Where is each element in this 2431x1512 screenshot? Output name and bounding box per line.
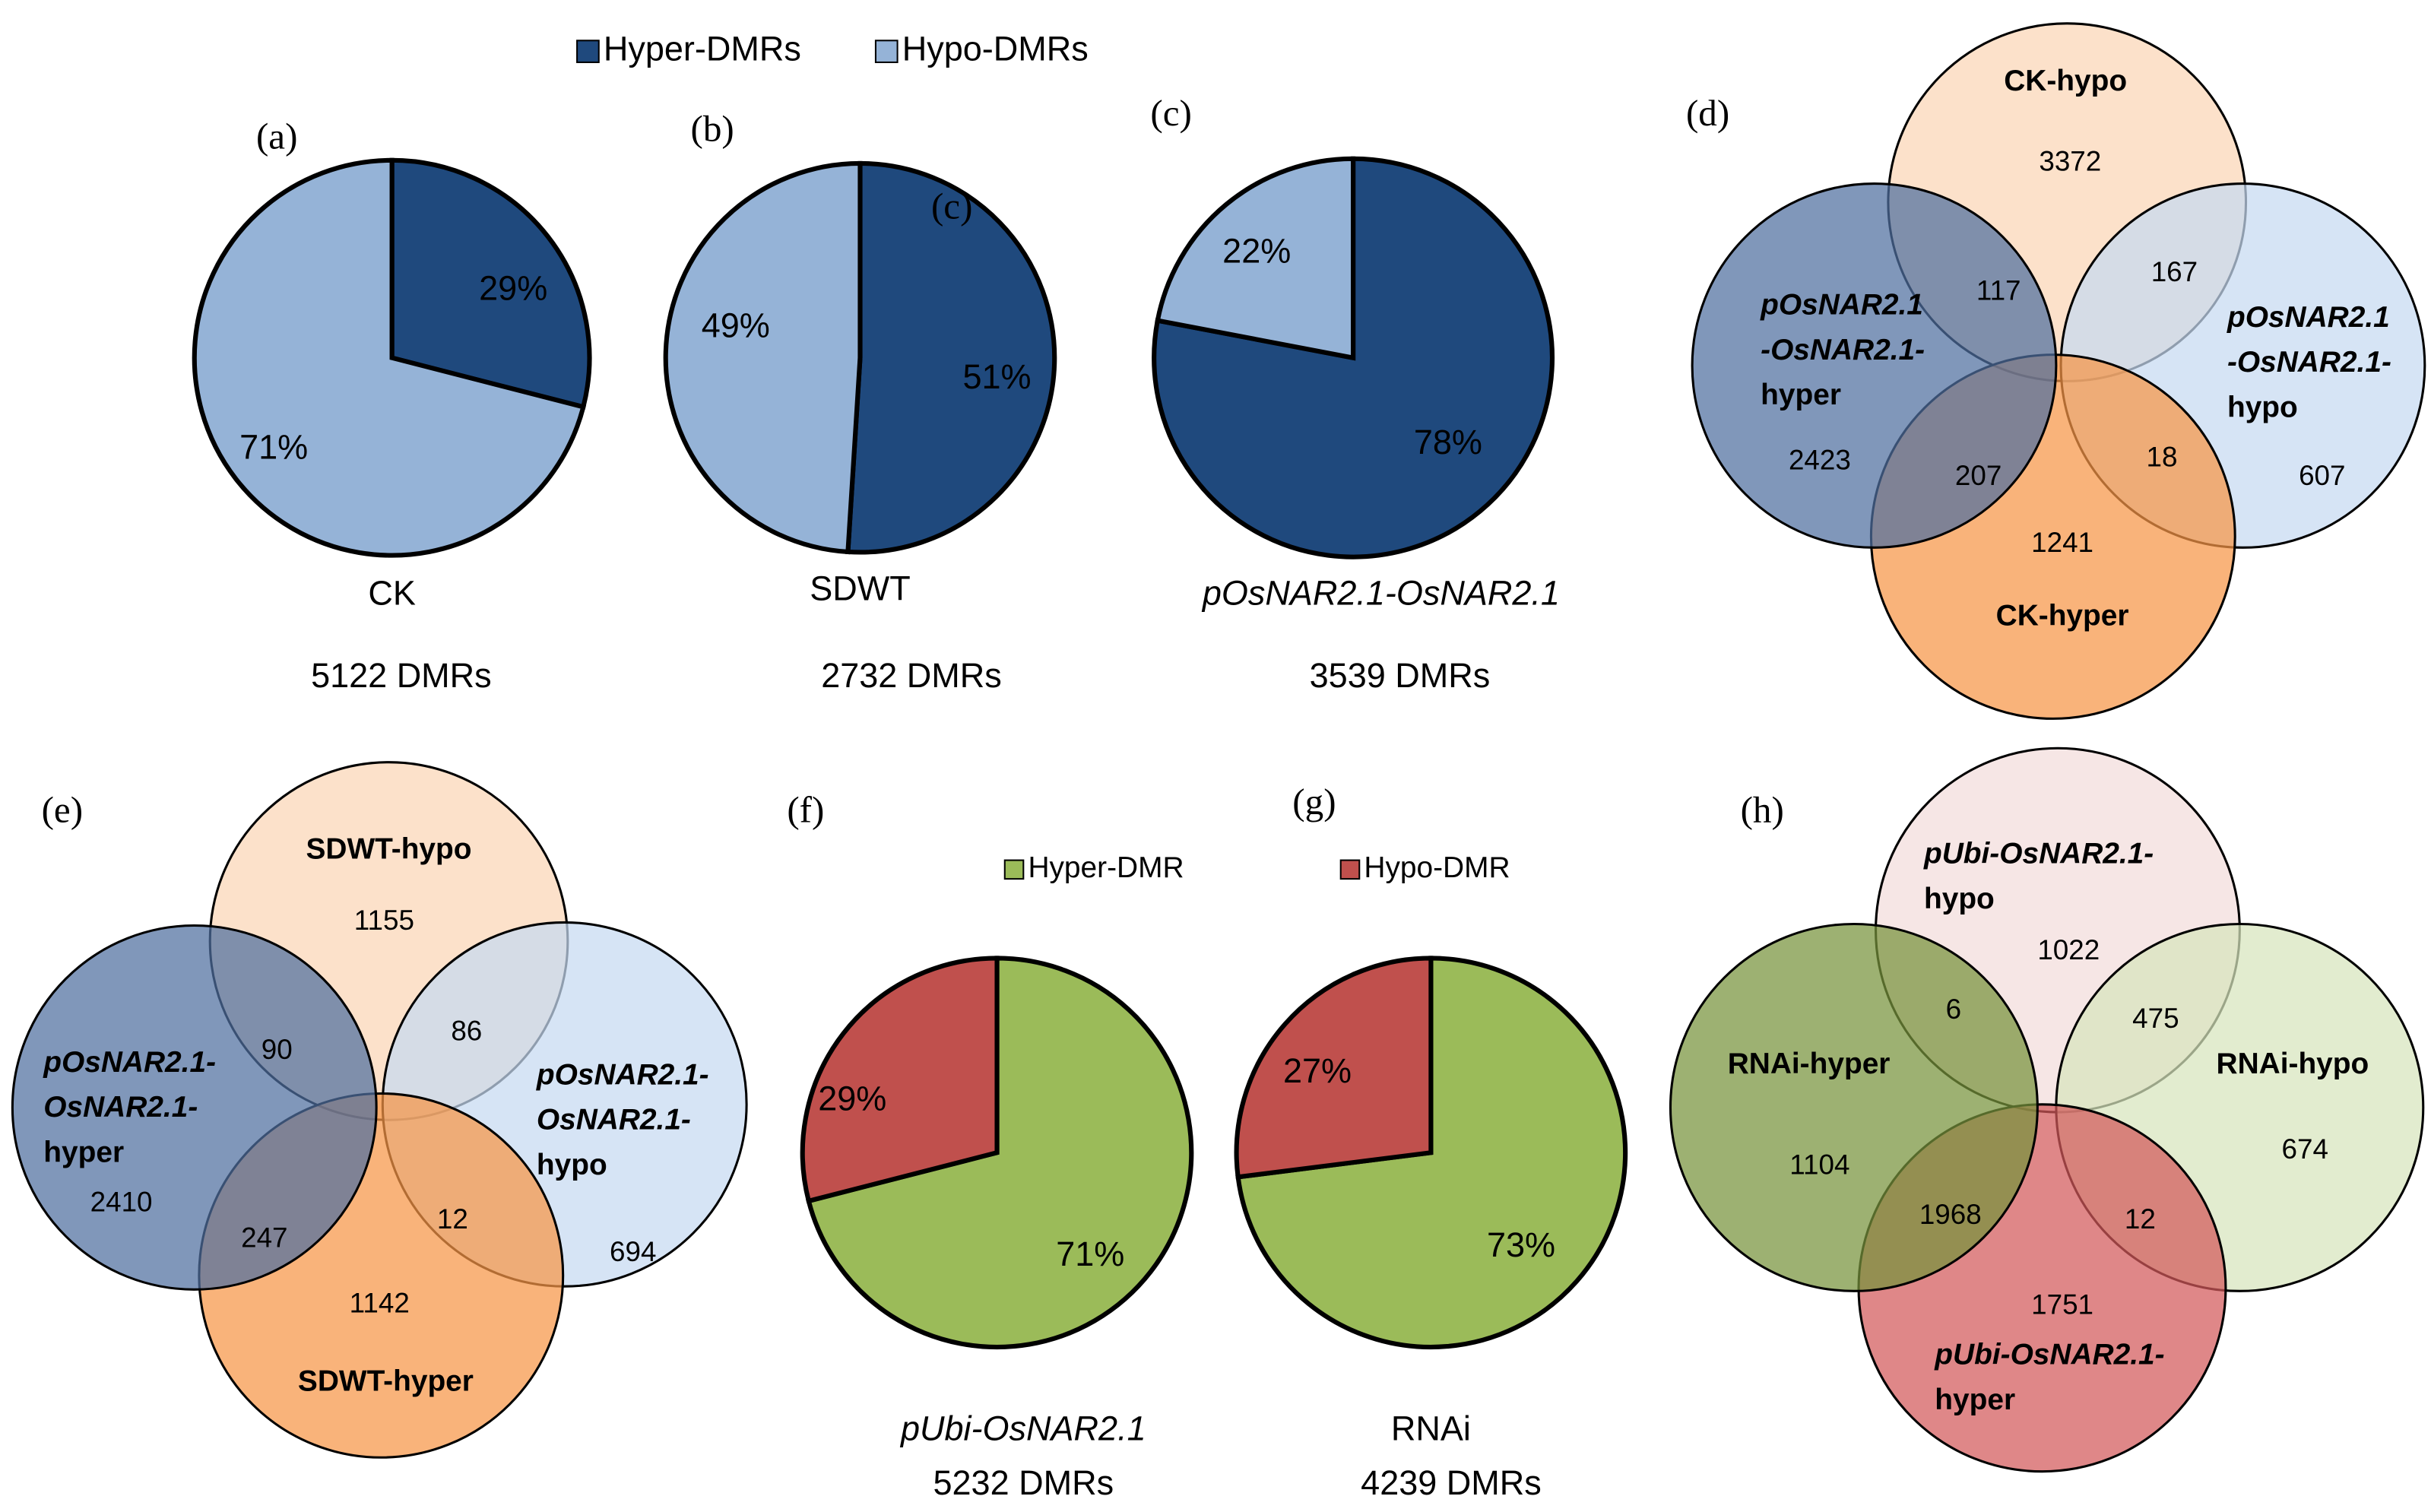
venn-count: 207 xyxy=(1955,460,2002,491)
pie-caption: pUbi-OsNAR2.1 xyxy=(899,1409,1146,1447)
legend-label: Hyper-DMR xyxy=(1028,851,1184,884)
venn-count: 247 xyxy=(241,1222,287,1254)
pie-total: 2732 DMRs xyxy=(821,656,1002,695)
venn-set xyxy=(11,924,378,1291)
venn-count: 167 xyxy=(2151,256,2198,287)
venn-set-label: pOsNAR2.1 xyxy=(1760,288,1923,321)
pie-caption: pOsNAR2.1-OsNAR2.1 xyxy=(1201,574,1560,613)
panel-label: (a) xyxy=(256,116,297,157)
legend-swatch xyxy=(1339,859,1361,880)
venn-count: 674 xyxy=(2282,1133,2328,1165)
venn-set-label: hypo xyxy=(1924,883,1995,915)
panel-label: (d) xyxy=(1686,92,1729,134)
pie-total: 4239 DMRs xyxy=(1361,1463,1542,1502)
venn-set-label: hypo xyxy=(2227,391,2298,423)
pie-total: 3539 DMRs xyxy=(1310,656,1491,695)
venn-count: 6 xyxy=(1946,994,1961,1025)
pie-slice xyxy=(1155,156,1356,361)
legend-swatch xyxy=(576,40,600,63)
pie-slice xyxy=(845,160,1057,555)
legend-label: Hyper-DMRs xyxy=(604,30,801,68)
pie-total: 5232 DMRs xyxy=(933,1463,1114,1502)
venn-set-label: pOsNAR2.1- xyxy=(43,1046,216,1079)
venn-set-label: hyper xyxy=(1935,1384,2015,1416)
venn-count: 117 xyxy=(1976,274,2021,306)
panel-label: (b) xyxy=(690,107,734,149)
venn-set-label: -OsNAR2.1- xyxy=(1761,334,1925,366)
pie-slice xyxy=(663,160,863,555)
venn-set xyxy=(1691,182,2058,549)
venn-set-label: pOsNAR2.1- xyxy=(536,1058,709,1091)
panel-label: (h) xyxy=(1741,788,1784,830)
venn-set-label: pUbi-OsNAR2.1- xyxy=(1934,1339,2164,1371)
pie-slice xyxy=(389,157,592,410)
venn-count: 475 xyxy=(2132,1003,2179,1034)
panel-label: (f) xyxy=(787,788,824,830)
venn-count: 86 xyxy=(451,1015,482,1046)
venn-count: 1104 xyxy=(1789,1149,1849,1180)
venn-count: 1751 xyxy=(2031,1289,2093,1320)
venn-set-label: OsNAR2.1- xyxy=(537,1104,691,1136)
venn-set-label: hypo xyxy=(537,1149,607,1181)
venn-set-label: pOsNAR2.1 xyxy=(2227,301,2390,334)
venn-count: 1142 xyxy=(350,1287,410,1318)
slice-label: 27% xyxy=(1283,1051,1352,1090)
legend-label: Hypo-DMR xyxy=(1364,851,1510,884)
venn-set-label: RNAi-hyper xyxy=(1728,1048,1891,1080)
venn-count: 2423 xyxy=(1789,445,1851,476)
slice-label: 71% xyxy=(239,427,308,466)
legend-swatch xyxy=(1003,859,1025,880)
pie-caption: SDWT xyxy=(810,569,910,608)
venn-set-label: hyper xyxy=(1761,379,1841,411)
venn-set-label: CK-hypo xyxy=(2004,65,2127,97)
venn-set xyxy=(1669,922,2039,1292)
slice-label: 29% xyxy=(479,269,547,308)
venn-set-label: CK-hyper xyxy=(1996,600,2129,632)
venn-count: 12 xyxy=(2125,1203,2156,1235)
venn-count: 3372 xyxy=(2039,146,2101,177)
venn-set-label: pUbi-OsNAR2.1- xyxy=(1923,838,2154,870)
venn-count: 1022 xyxy=(2037,934,2100,965)
annotation: (c) xyxy=(931,185,972,227)
panel-label: (c) xyxy=(1150,92,1192,134)
slice-label: 29% xyxy=(818,1079,886,1118)
pie-slice xyxy=(806,956,1194,1350)
venn-set-label: SDWT-hyper xyxy=(298,1365,474,1397)
venn-count: 694 xyxy=(610,1236,656,1267)
slice-label: 78% xyxy=(1414,423,1482,461)
slice-label: 49% xyxy=(702,306,770,345)
pie-caption: RNAi xyxy=(1391,1409,1471,1447)
venn-count: 1155 xyxy=(354,905,414,936)
slice-label: 71% xyxy=(1056,1235,1124,1273)
venn-count: 90 xyxy=(261,1034,293,1065)
venn-count: 12 xyxy=(437,1203,468,1235)
venn-set-label: -OsNAR2.1- xyxy=(2227,346,2391,379)
venn-set-label: hyper xyxy=(43,1136,124,1169)
panel-label: (g) xyxy=(1292,781,1336,823)
venn-set-label: SDWT-hypo xyxy=(306,833,472,866)
panel-label: (e) xyxy=(42,788,83,830)
pie-slice xyxy=(192,157,587,558)
slice-label: 22% xyxy=(1222,232,1291,271)
venn-count: 18 xyxy=(2147,441,2178,472)
venn-count: 1968 xyxy=(1919,1199,1982,1230)
venn-count: 2410 xyxy=(90,1186,153,1217)
pie-total: 5122 DMRs xyxy=(311,656,492,695)
pie-caption: CK xyxy=(368,574,416,613)
venn-set-label: OsNAR2.1- xyxy=(43,1091,198,1124)
pie-slice xyxy=(800,956,1000,1204)
legend-swatch xyxy=(874,40,899,63)
legend-label: Hypo-DMRs xyxy=(902,30,1089,68)
venn-set-label: RNAi-hypo xyxy=(2217,1048,2369,1080)
slice-label: 51% xyxy=(962,357,1031,396)
venn-count: 1241 xyxy=(2031,527,2093,558)
venn-count: 607 xyxy=(2299,460,2345,491)
slice-label: 73% xyxy=(1487,1225,1555,1264)
pie-slice xyxy=(1234,956,1434,1180)
